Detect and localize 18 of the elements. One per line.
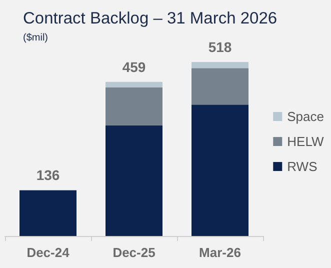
annotation: 136 [36, 167, 60, 184]
x-tick-label: Mar-26 [199, 245, 241, 260]
legend-label: HELW [287, 134, 324, 149]
legend-label: Space [287, 109, 324, 124]
x-tick-label: Dec-24 [26, 245, 70, 260]
legend-label: RWS [287, 159, 318, 174]
annotation: 459 [122, 58, 146, 75]
annotation: 518 [208, 39, 232, 55]
bar [106, 126, 162, 236]
chart-title: Contract Backlog – 31 March 2026 [23, 10, 278, 28]
bar [192, 68, 248, 105]
x-tick-label: Dec-25 [112, 245, 156, 260]
chart-subtitle: ($mil) [23, 32, 48, 44]
bar [192, 62, 248, 68]
bar [20, 190, 76, 236]
bar [192, 104, 248, 236]
bar [106, 82, 162, 88]
bar [106, 87, 162, 126]
